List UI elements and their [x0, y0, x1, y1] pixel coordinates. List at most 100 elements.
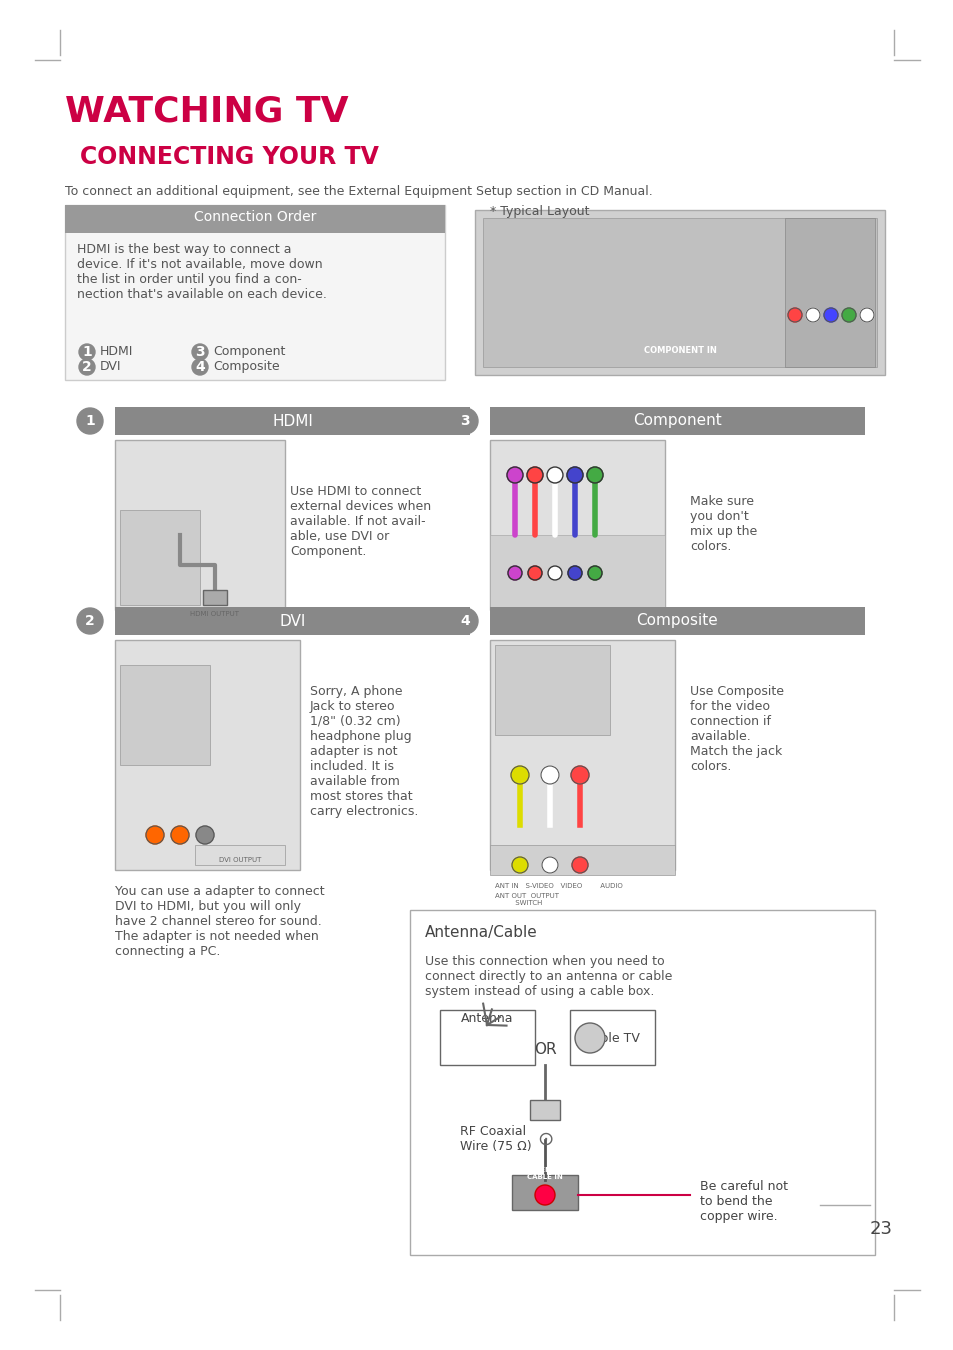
- Text: 3: 3: [459, 414, 469, 428]
- Text: Cable TV: Cable TV: [583, 1031, 639, 1045]
- Bar: [475, 211, 884, 375]
- Bar: [410, 910, 874, 1256]
- Text: 3: 3: [195, 346, 205, 359]
- Text: Antenna/Cable: Antenna/Cable: [424, 925, 537, 940]
- Bar: [784, 217, 874, 367]
- Circle shape: [546, 467, 562, 483]
- Circle shape: [171, 826, 189, 844]
- Circle shape: [535, 1185, 555, 1206]
- Circle shape: [571, 765, 588, 784]
- Text: Component: Component: [633, 413, 721, 428]
- Bar: [439, 1010, 535, 1065]
- Text: Make sure
you don't
mix up the
colors.: Make sure you don't mix up the colors.: [689, 495, 757, 554]
- Text: RF Coaxial
Wire (75 Ω): RF Coaxial Wire (75 Ω): [459, 1125, 531, 1153]
- Text: WATCHING TV: WATCHING TV: [65, 95, 348, 130]
- Text: Composite: Composite: [636, 613, 718, 629]
- Bar: [530, 1100, 559, 1120]
- Text: CONNECTING YOUR TV: CONNECTING YOUR TV: [80, 144, 378, 169]
- Circle shape: [77, 408, 103, 433]
- Text: Component: Component: [213, 346, 285, 358]
- Text: Be careful not
to bend the
copper wire.: Be careful not to bend the copper wire.: [700, 1180, 787, 1223]
- Bar: [482, 217, 876, 367]
- Text: DVI: DVI: [100, 360, 121, 373]
- Circle shape: [587, 566, 601, 580]
- Text: 1: 1: [85, 414, 94, 428]
- Circle shape: [507, 566, 521, 580]
- Circle shape: [572, 857, 587, 873]
- Bar: [490, 640, 675, 869]
- Circle shape: [512, 857, 527, 873]
- Text: Composite: Composite: [213, 360, 279, 373]
- Circle shape: [79, 344, 95, 360]
- Text: 4: 4: [195, 360, 205, 374]
- Bar: [490, 440, 664, 610]
- Circle shape: [77, 608, 103, 634]
- Circle shape: [567, 566, 581, 580]
- Bar: [512, 1174, 578, 1210]
- Bar: [65, 205, 444, 379]
- Bar: [115, 440, 285, 610]
- Bar: [65, 205, 444, 234]
- Text: HDMI OUTPUT: HDMI OUTPUT: [191, 612, 239, 617]
- Bar: [194, 845, 285, 865]
- Circle shape: [452, 408, 477, 433]
- Circle shape: [527, 566, 541, 580]
- Text: ANT OUT  OUTPUT
         SWITCH: ANT OUT OUTPUT SWITCH: [495, 892, 558, 906]
- Circle shape: [79, 359, 95, 375]
- Circle shape: [506, 467, 522, 483]
- Bar: [115, 406, 470, 435]
- Bar: [203, 590, 227, 605]
- Text: DVI: DVI: [279, 613, 305, 629]
- Text: Sorry, A phone
Jack to stereo
1/8" (0.32 cm)
headphone plug
adapter is not
inclu: Sorry, A phone Jack to stereo 1/8" (0.32…: [310, 684, 418, 818]
- Circle shape: [511, 765, 529, 784]
- Bar: [569, 1010, 655, 1065]
- Text: COMPONENT IN: COMPONENT IN: [643, 346, 716, 355]
- Text: * Typical Layout: * Typical Layout: [490, 205, 589, 217]
- Bar: [180, 608, 250, 620]
- Text: 2: 2: [82, 360, 91, 374]
- Text: Use Composite
for the video
connection if
available.
Match the jack
colors.: Use Composite for the video connection i…: [689, 684, 783, 774]
- Text: HDMI is the best way to connect a
device. If it's not available, move down
the l: HDMI is the best way to connect a device…: [77, 243, 327, 301]
- Text: HDMI: HDMI: [100, 346, 133, 358]
- Text: ANT IN   S-VIDEO   VIDEO        AUDIO: ANT IN S-VIDEO VIDEO AUDIO: [495, 883, 622, 890]
- Circle shape: [146, 826, 164, 844]
- Text: Connection Order: Connection Order: [193, 211, 315, 224]
- Circle shape: [841, 308, 855, 323]
- Text: 4: 4: [459, 614, 470, 628]
- Text: HDMI: HDMI: [272, 413, 313, 428]
- Circle shape: [823, 308, 837, 323]
- Text: DVI OUTPUT: DVI OUTPUT: [218, 857, 261, 863]
- Text: 1: 1: [82, 346, 91, 359]
- Circle shape: [859, 308, 873, 323]
- Text: To connect an additional equipment, see the External Equipment Setup section in : To connect an additional equipment, see …: [65, 185, 652, 198]
- Bar: [120, 666, 210, 765]
- Circle shape: [805, 308, 820, 323]
- Text: OR: OR: [533, 1042, 556, 1057]
- Circle shape: [526, 467, 542, 483]
- Circle shape: [541, 857, 558, 873]
- Bar: [115, 608, 470, 634]
- Text: 2: 2: [85, 614, 94, 628]
- Text: 23: 23: [869, 1220, 892, 1238]
- Bar: [115, 640, 299, 869]
- Circle shape: [452, 608, 477, 634]
- Bar: [120, 510, 200, 605]
- Circle shape: [192, 344, 208, 360]
- Text: ⊙: ⊙: [537, 1130, 553, 1149]
- Text: ANTENNA/
CABLE IN: ANTENNA/ CABLE IN: [524, 1166, 565, 1180]
- Text: Antenna: Antenna: [460, 1012, 513, 1025]
- Bar: [490, 845, 675, 875]
- Text: Use this connection when you need to
connect directly to an antenna or cable
sys: Use this connection when you need to con…: [424, 954, 672, 998]
- Bar: [490, 608, 864, 634]
- Circle shape: [586, 467, 602, 483]
- Circle shape: [540, 765, 558, 784]
- Circle shape: [195, 826, 213, 844]
- Circle shape: [192, 359, 208, 375]
- Bar: [490, 406, 864, 435]
- Circle shape: [787, 308, 801, 323]
- Circle shape: [547, 566, 561, 580]
- Circle shape: [566, 467, 582, 483]
- Circle shape: [575, 1023, 604, 1053]
- Text: You can use a adapter to connect
DVI to HDMI, but you will only
have 2 channel s: You can use a adapter to connect DVI to …: [115, 886, 324, 958]
- Bar: [495, 645, 609, 734]
